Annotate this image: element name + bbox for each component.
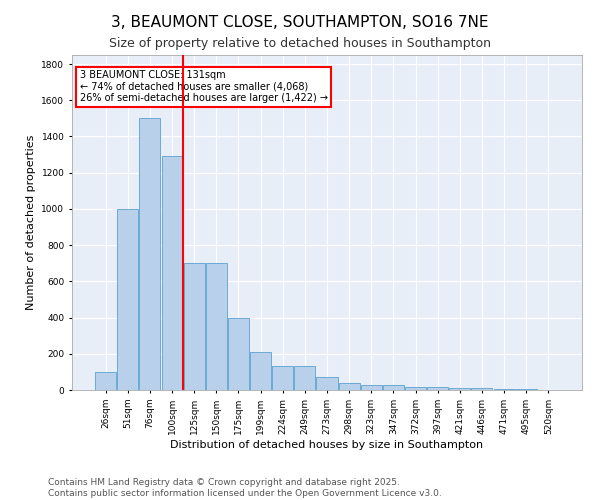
Bar xyxy=(361,384,382,390)
Text: Size of property relative to detached houses in Southampton: Size of property relative to detached ho… xyxy=(109,38,491,51)
Bar xyxy=(472,388,493,390)
Bar xyxy=(95,372,116,390)
Text: 3, BEAUMONT CLOSE, SOUTHAMPTON, SO16 7NE: 3, BEAUMONT CLOSE, SOUTHAMPTON, SO16 7NE xyxy=(111,15,489,30)
Bar xyxy=(515,389,536,390)
Y-axis label: Number of detached properties: Number of detached properties xyxy=(26,135,36,310)
Bar xyxy=(449,388,470,390)
Bar xyxy=(405,388,426,390)
Bar xyxy=(272,366,293,390)
X-axis label: Distribution of detached houses by size in Southampton: Distribution of detached houses by size … xyxy=(170,440,484,450)
Text: 3 BEAUMONT CLOSE: 131sqm
← 74% of detached houses are smaller (4,068)
26% of sem: 3 BEAUMONT CLOSE: 131sqm ← 74% of detach… xyxy=(80,70,328,103)
Bar xyxy=(184,263,205,390)
Bar xyxy=(494,389,515,390)
Bar xyxy=(427,388,448,390)
Text: Contains HM Land Registry data © Crown copyright and database right 2025.
Contai: Contains HM Land Registry data © Crown c… xyxy=(48,478,442,498)
Bar xyxy=(338,383,359,390)
Bar xyxy=(295,366,316,390)
Bar xyxy=(250,352,271,390)
Bar xyxy=(139,118,160,390)
Bar xyxy=(228,318,249,390)
Bar xyxy=(316,378,338,390)
Bar xyxy=(383,384,404,390)
Bar xyxy=(161,156,182,390)
Bar xyxy=(118,209,139,390)
Bar xyxy=(206,263,227,390)
